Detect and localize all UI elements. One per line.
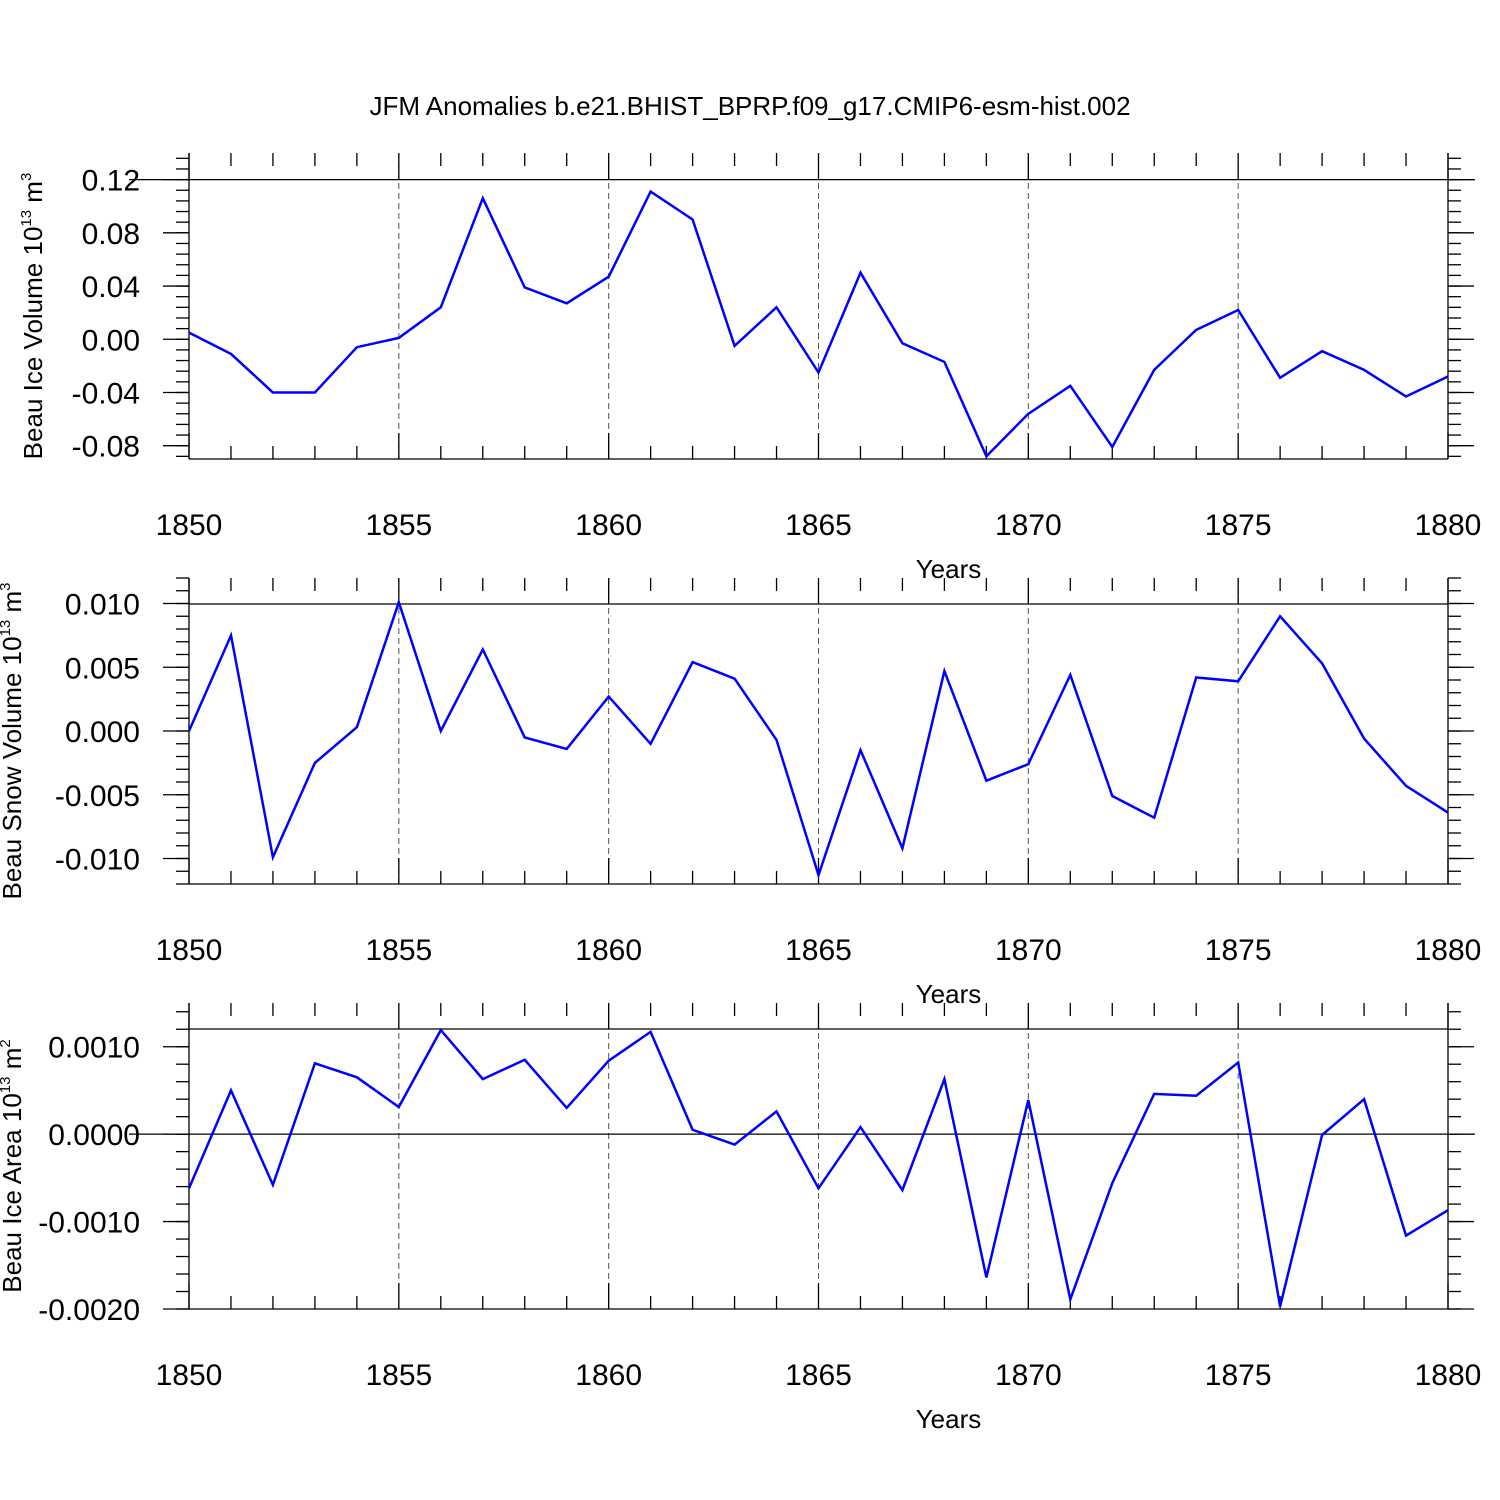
x-tick-label: 1870 <box>995 509 1062 542</box>
panels-group: 0.12 0.08 0.04 0.00 -0.04 -0.08 1850 1855 1860 18… <box>0 153 1481 1434</box>
x-tick-label: 1855 <box>365 934 432 967</box>
x-tick-label: 1860 <box>575 934 642 967</box>
x-axis-label: Years <box>916 554 982 584</box>
data-line-ice-area <box>187 1027 1449 1307</box>
x-tick-label: 1875 <box>1205 934 1272 967</box>
y-axis-label: Beau Ice Area 1013 m2 <box>0 1039 27 1292</box>
x-tick-label: 1865 <box>785 1359 852 1392</box>
y-tick-label: 0.005 <box>65 652 140 685</box>
x-tick-label: 1880 <box>1415 934 1482 967</box>
x-tick-label: 1860 <box>575 509 642 542</box>
x-tick-label: 1870 <box>995 1359 1062 1392</box>
y-tick-label: -0.08 <box>72 431 140 464</box>
x-tick-label: 1880 <box>1415 1359 1482 1392</box>
x-tick-label: 1865 <box>785 509 852 542</box>
y-tick-label: -0.0010 <box>38 1207 140 1240</box>
x-axis-label: Years <box>916 979 982 1009</box>
y-tick-label: 0.12 <box>82 165 140 198</box>
y-tick-label: -0.0020 <box>38 1294 140 1327</box>
y-tick-label: -0.010 <box>55 844 140 877</box>
y-tick-label: 0.08 <box>82 218 140 251</box>
y-tick-label: -0.04 <box>72 377 140 410</box>
x-tick-label: 1875 <box>1205 1359 1272 1392</box>
x-tick-label: 1850 <box>156 934 223 967</box>
x-tick-label: 1865 <box>785 934 852 967</box>
x-tick-label: 1860 <box>575 1359 642 1392</box>
panel-ice-volume: 0.12 0.08 0.04 0.00 -0.04 -0.08 1850 1855 1860 18… <box>18 153 1481 584</box>
y-tick-label: 0.00 <box>82 324 140 357</box>
y-tick-label: 0.000 <box>65 716 140 749</box>
y-tick-label: 0.0000 <box>48 1119 140 1152</box>
x-tick-label: 1855 <box>365 509 432 542</box>
y-tick-label: -0.005 <box>55 780 140 813</box>
y-axis-label: Beau Ice Volume 1013 m3 <box>18 173 48 460</box>
data-line-ice-volume <box>188 189 1449 459</box>
x-tick-label: 1870 <box>995 934 1062 967</box>
panel-ice-area: 0.0010 0.0000 -0.0010 -0.0020 1850 1855 1860 18… <box>0 1003 1481 1434</box>
y-tick-label: 0.0010 <box>48 1032 140 1065</box>
x-tick-label: 1850 <box>156 509 223 542</box>
x-tick-label: 1880 <box>1415 509 1482 542</box>
panel-snow-volume: 0.010 0.005 0.000 -0.005 -0.010 1850 1855 1860 1… <box>0 577 1482 1009</box>
x-axis-label: Years <box>916 1404 982 1434</box>
x-tick-label: 1850 <box>156 1359 223 1392</box>
x-tick-label: 1875 <box>1205 509 1272 542</box>
y-tick-label: 0.04 <box>82 271 140 304</box>
y-axis-label: Beau Snow Volume 1013 m3 <box>0 583 27 900</box>
data-line-snow-volume <box>187 598 1449 880</box>
x-tick-label: 1855 <box>365 1359 432 1392</box>
y-tick-label: 0.010 <box>65 589 140 622</box>
chart-title: JFM Anomalies b.e21.BHIST_BPRP.f09_g17.C… <box>369 91 1130 121</box>
